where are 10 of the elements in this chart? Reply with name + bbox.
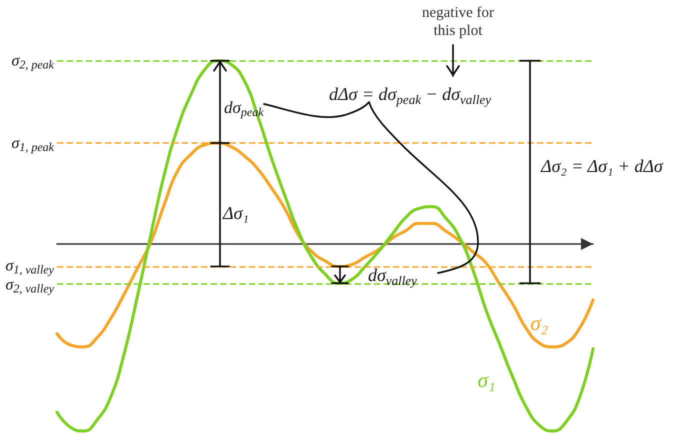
series-label: σ₁: [478, 368, 496, 392]
ref-line-label: σ$_{2, valley}$: [5, 276, 55, 296]
ref-line-label: σ$_{2, peak}$: [11, 52, 55, 72]
annotation: Δσ₁: [222, 203, 249, 223]
ref-line-label: σ$_{1, peak}$: [11, 135, 55, 154]
annotation: Δσ₂ = Δσ₁ + dΔσ: [540, 156, 664, 176]
text: negative for this plot: [422, 5, 494, 39]
series-label: σ₂: [530, 311, 548, 336]
annotation: dΔσ = dσ$_{peak}$ − dσ$_{valley}$: [328, 84, 492, 107]
ref-line-label: σ$_{1, valley}$: [5, 257, 55, 276]
